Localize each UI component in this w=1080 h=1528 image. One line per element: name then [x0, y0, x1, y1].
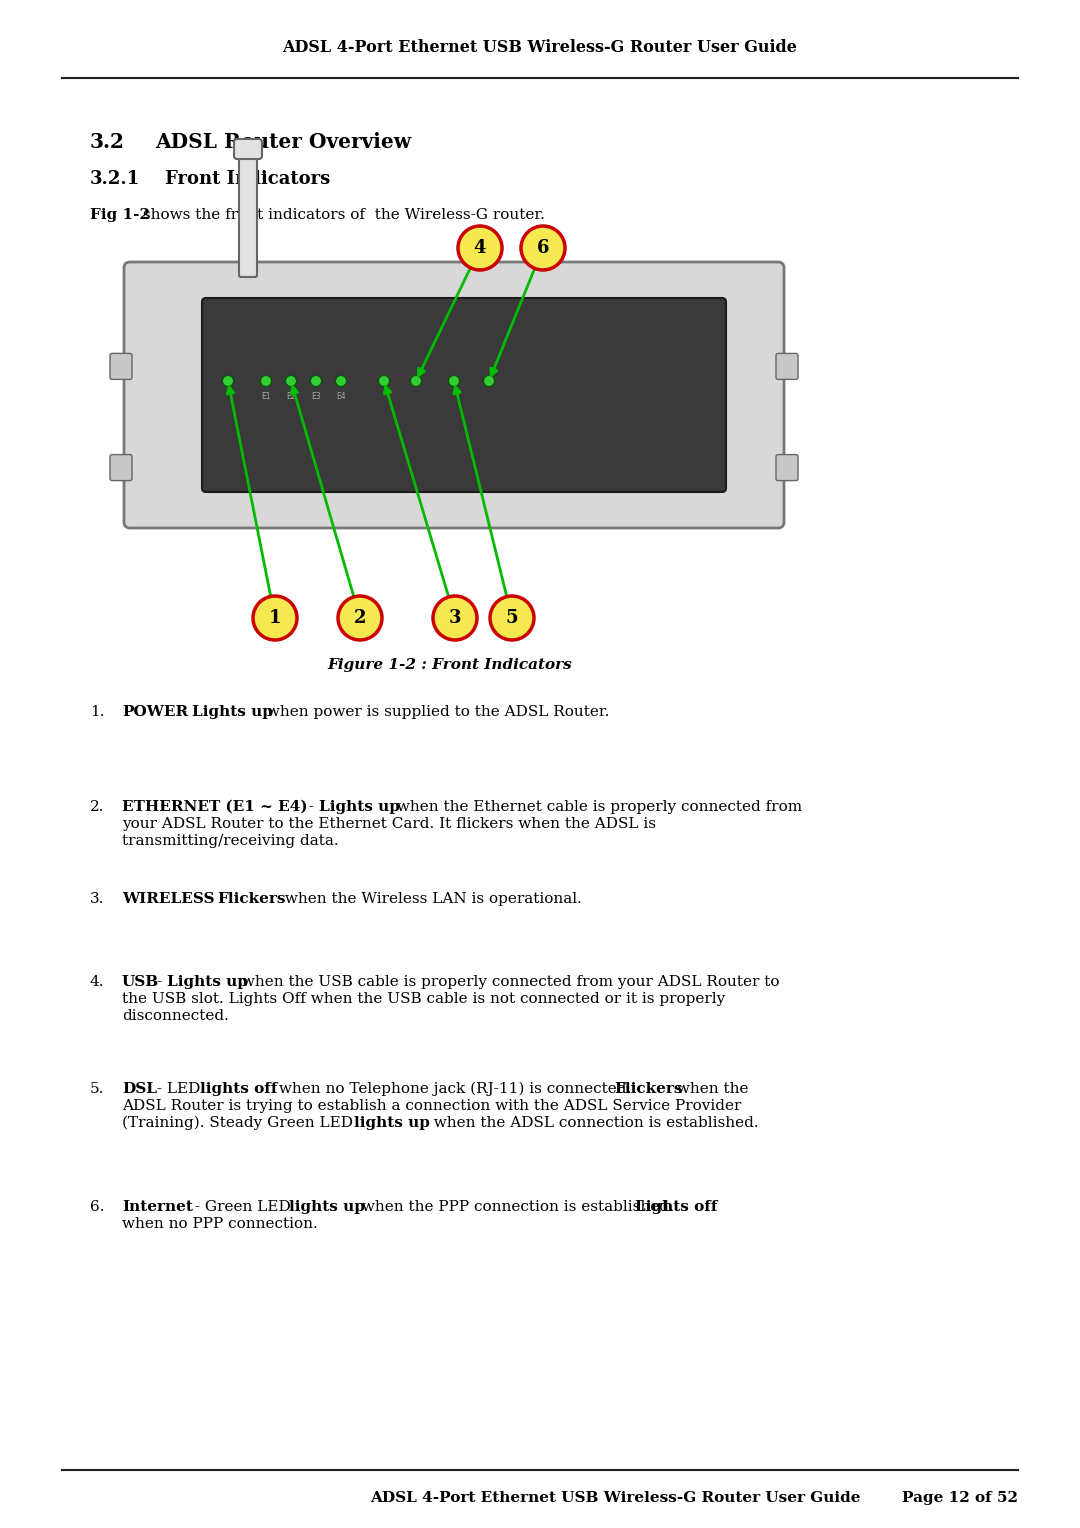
- Text: Page 12 of 52: Page 12 of 52: [902, 1491, 1018, 1505]
- Circle shape: [458, 226, 502, 270]
- FancyBboxPatch shape: [110, 455, 132, 481]
- Text: -: -: [303, 801, 319, 814]
- FancyBboxPatch shape: [777, 353, 798, 379]
- Text: 2.: 2.: [90, 801, 105, 814]
- Text: 5.: 5.: [90, 1082, 105, 1096]
- Circle shape: [253, 596, 297, 640]
- Text: Flickers: Flickers: [615, 1082, 683, 1096]
- Text: 3.2.1: 3.2.1: [90, 170, 140, 188]
- Text: 1: 1: [269, 610, 281, 626]
- Circle shape: [285, 376, 297, 387]
- Text: Internet: Internet: [122, 1199, 193, 1215]
- Text: when the: when the: [672, 1082, 748, 1096]
- Text: -: -: [177, 704, 192, 720]
- FancyBboxPatch shape: [777, 455, 798, 481]
- Text: Lights off: Lights off: [635, 1199, 717, 1215]
- Text: 6.: 6.: [90, 1199, 105, 1215]
- Text: lights up: lights up: [289, 1199, 365, 1215]
- Text: 5: 5: [505, 610, 518, 626]
- FancyBboxPatch shape: [234, 139, 262, 159]
- FancyBboxPatch shape: [202, 298, 726, 492]
- FancyBboxPatch shape: [124, 261, 784, 529]
- Text: disconnected.: disconnected.: [122, 1008, 229, 1024]
- Text: -: -: [152, 975, 167, 989]
- Text: -: -: [202, 892, 217, 906]
- Text: lights up: lights up: [354, 1115, 430, 1131]
- Text: Lights up: Lights up: [167, 975, 248, 989]
- FancyBboxPatch shape: [110, 353, 132, 379]
- Text: lights off: lights off: [200, 1082, 278, 1096]
- Circle shape: [260, 376, 271, 387]
- Text: WIRELESS: WIRELESS: [122, 892, 215, 906]
- Text: Fig 1-2: Fig 1-2: [90, 208, 150, 222]
- Circle shape: [448, 376, 459, 387]
- Text: ETHERNET (E1 ~ E4): ETHERNET (E1 ~ E4): [122, 801, 308, 814]
- Text: when the USB cable is properly connected from your ADSL Router to: when the USB cable is properly connected…: [237, 975, 780, 989]
- Text: when the Ethernet cable is properly connected from: when the Ethernet cable is properly conn…: [392, 801, 802, 814]
- Text: 4: 4: [474, 238, 486, 257]
- Text: ADSL Router Overview: ADSL Router Overview: [156, 131, 411, 151]
- Circle shape: [490, 596, 534, 640]
- Text: when the ADSL connection is established.: when the ADSL connection is established.: [424, 1115, 758, 1131]
- Text: E3: E3: [311, 393, 321, 400]
- Text: the USB slot. Lights Off when the USB cable is not connected or it is properly: the USB slot. Lights Off when the USB ca…: [122, 992, 726, 1005]
- Text: - LED: - LED: [152, 1082, 205, 1096]
- Text: when the PPP connection is established.: when the PPP connection is established.: [357, 1199, 678, 1215]
- Text: shows the front indicators of  the Wireless-G router.: shows the front indicators of the Wirele…: [138, 208, 545, 222]
- Circle shape: [410, 376, 421, 387]
- Text: 3.: 3.: [90, 892, 105, 906]
- Text: USB: USB: [122, 975, 159, 989]
- Text: E1: E1: [261, 393, 271, 400]
- Circle shape: [338, 596, 382, 640]
- Text: 3.2: 3.2: [90, 131, 125, 151]
- Text: when power is supplied to the ADSL Router.: when power is supplied to the ADSL Route…: [262, 704, 609, 720]
- Text: 1.: 1.: [90, 704, 105, 720]
- Text: Figure 1-2 : Front Indicators: Figure 1-2 : Front Indicators: [327, 659, 572, 672]
- FancyBboxPatch shape: [239, 148, 257, 277]
- Text: 4.: 4.: [90, 975, 105, 989]
- Circle shape: [222, 376, 233, 387]
- Text: ADSL Router is trying to establish a connection with the ADSL Service Provider: ADSL Router is trying to establish a con…: [122, 1099, 741, 1112]
- Text: 6: 6: [537, 238, 550, 257]
- Text: ADSL 4-Port Ethernet USB Wireless-G Router User Guide: ADSL 4-Port Ethernet USB Wireless-G Rout…: [370, 1491, 861, 1505]
- Circle shape: [521, 226, 565, 270]
- Circle shape: [484, 376, 495, 387]
- Text: E4: E4: [336, 393, 346, 400]
- Circle shape: [378, 376, 390, 387]
- Text: Front Indicators: Front Indicators: [165, 170, 330, 188]
- Text: (Training). Steady Green LED: (Training). Steady Green LED: [122, 1115, 357, 1131]
- Text: POWER: POWER: [122, 704, 188, 720]
- Text: E2: E2: [286, 393, 296, 400]
- Circle shape: [311, 376, 322, 387]
- Text: DSL: DSL: [122, 1082, 157, 1096]
- Circle shape: [336, 376, 347, 387]
- Text: ADSL 4-Port Ethernet USB Wireless-G Router User Guide: ADSL 4-Port Ethernet USB Wireless-G Rout…: [283, 40, 797, 57]
- Text: Flickers: Flickers: [217, 892, 285, 906]
- Circle shape: [433, 596, 477, 640]
- Text: - Green LED: - Green LED: [190, 1199, 296, 1215]
- Text: your ADSL Router to the Ethernet Card. It flickers when the ADSL is: your ADSL Router to the Ethernet Card. I…: [122, 817, 656, 831]
- Text: when no PPP connection.: when no PPP connection.: [122, 1216, 318, 1232]
- Text: transmitting/receiving data.: transmitting/receiving data.: [122, 834, 339, 848]
- Text: Lights up: Lights up: [319, 801, 400, 814]
- Text: Lights up: Lights up: [192, 704, 273, 720]
- Text: when no Telephone jack (RJ-11) is connected.: when no Telephone jack (RJ-11) is connec…: [274, 1082, 636, 1097]
- Text: 2: 2: [354, 610, 366, 626]
- Text: 3: 3: [449, 610, 461, 626]
- Text: when the Wireless LAN is operational.: when the Wireless LAN is operational.: [280, 892, 582, 906]
